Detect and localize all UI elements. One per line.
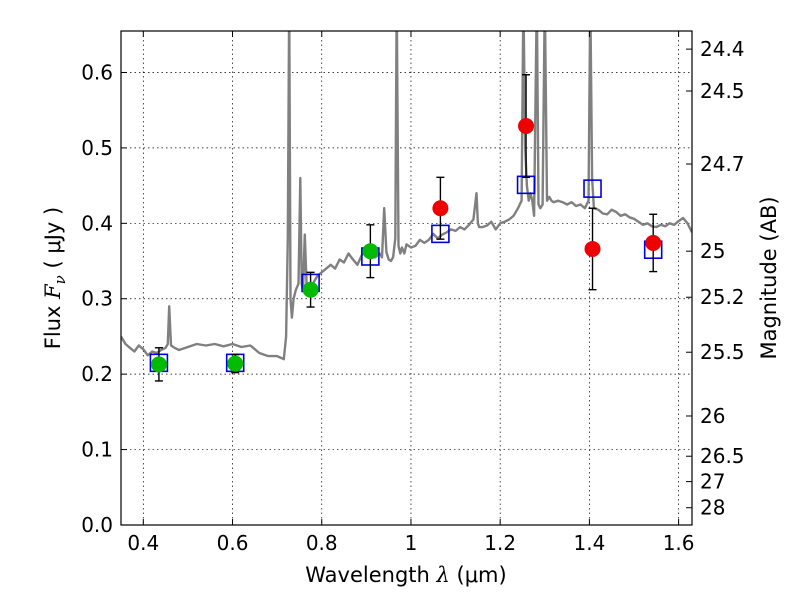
y2-tick-label: 27 (700, 470, 725, 494)
y-tick-label: 0.3 (81, 287, 113, 311)
spectrum-layer (121, 31, 692, 361)
y2-tick-label: 26.5 (700, 444, 745, 468)
plot-frame (120, 30, 693, 526)
observed-red-point (584, 240, 601, 257)
y2-axis-label: Magnitude (AB) (757, 196, 781, 359)
observed-red-point (518, 118, 535, 135)
y-axis-label: Flux Fν ( μJy ) (41, 207, 69, 349)
observed-green-point (302, 281, 319, 298)
x-tick-label: 1.6 (663, 531, 695, 555)
y-tick-label: 0.4 (81, 211, 113, 235)
y-tick-label: 0.5 (81, 136, 113, 160)
observed-red-point (645, 234, 662, 251)
y2-tick-label: 24.4 (700, 37, 745, 61)
x-axis-label: Wavelength λ (μm) (305, 563, 506, 587)
observed-green-point (362, 243, 379, 260)
y-tick-label: 0.0 (81, 513, 113, 537)
y2-tick-label: 25.2 (700, 285, 745, 309)
model-spectrum-line (121, 31, 692, 361)
y2-tick-label: 24.7 (700, 152, 745, 176)
y-tick-label: 0.1 (81, 438, 113, 462)
y2-tick-label: 25 (700, 239, 725, 263)
y2-tick-label: 26 (700, 404, 725, 428)
x-tick-label: 0.8 (306, 531, 338, 555)
x-tick-label: 1 (405, 531, 418, 555)
x-tick-label: 1.4 (573, 531, 605, 555)
y-tick-label: 0.2 (81, 362, 113, 386)
x-tick-label: 1.2 (484, 531, 516, 555)
data-marks (149, 74, 663, 382)
model-box (583, 179, 602, 198)
x-tick-label: 0.4 (127, 531, 159, 555)
y2-tick-label: 28 (700, 496, 725, 520)
observed-green-point (150, 356, 167, 373)
y-tick-label: 0.6 (81, 60, 113, 84)
observed-red-point (432, 200, 449, 217)
x-tick-label: 0.6 (217, 531, 249, 555)
axis-ticks: 0.4 0.6 0.8 1 1.2 1.4 1.6 0.0 0.1 0.2 0.3 0.4 0.5 0.6… (81, 31, 745, 555)
y2-tick-label: 24.5 (700, 79, 745, 103)
y2-tick-label: 25.5 (700, 340, 745, 364)
observed-green-point (227, 355, 244, 372)
plot-background (121, 31, 692, 525)
